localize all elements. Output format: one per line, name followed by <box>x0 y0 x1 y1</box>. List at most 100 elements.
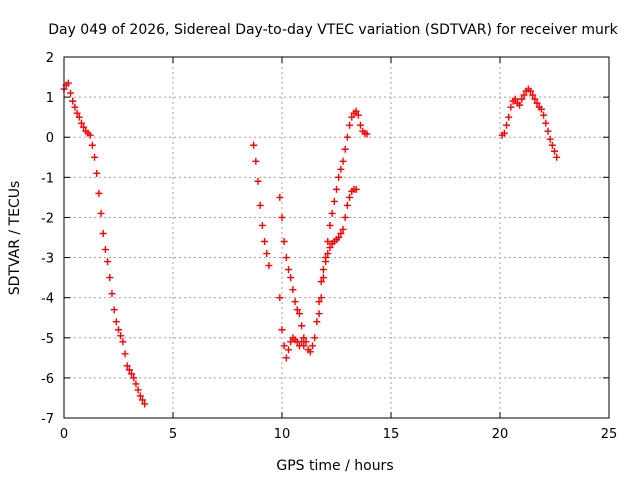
data-point <box>311 334 319 342</box>
data-point <box>511 95 519 103</box>
data-point <box>341 213 349 221</box>
data-point <box>138 396 146 404</box>
data-point <box>302 338 310 346</box>
data-point <box>520 91 528 99</box>
data-point <box>71 103 79 111</box>
data-point <box>263 250 271 258</box>
data-point <box>69 97 77 105</box>
x-tick-label: 15 <box>383 427 400 442</box>
data-point <box>295 342 303 350</box>
data-point <box>324 250 332 258</box>
data-point <box>309 342 317 350</box>
data-point <box>282 254 290 262</box>
data-point <box>278 213 286 221</box>
data-point <box>335 173 343 181</box>
data-point <box>75 113 83 121</box>
data-point <box>317 278 325 286</box>
data-point <box>346 193 354 201</box>
data-point <box>130 374 138 382</box>
data-point <box>280 342 288 350</box>
series-segment-5 <box>315 107 371 318</box>
data-point <box>319 266 327 274</box>
data-point <box>67 89 75 97</box>
chart-title: Day 049 of 2026, Sidereal Day-to-day VTE… <box>48 22 618 38</box>
data-point <box>101 246 109 254</box>
data-point <box>324 238 332 246</box>
series-segment-4 <box>276 185 360 362</box>
data-marks <box>60 79 561 408</box>
data-point <box>106 274 114 282</box>
data-point <box>104 258 112 266</box>
data-point <box>500 129 508 137</box>
data-point <box>256 201 264 209</box>
data-point <box>531 95 539 103</box>
y-tick-label: -4 <box>41 292 54 307</box>
data-point <box>544 127 552 135</box>
data-point <box>88 141 96 149</box>
data-point <box>335 234 343 241</box>
data-point <box>278 326 286 334</box>
data-point <box>352 185 360 193</box>
data-point <box>298 322 306 330</box>
data-point <box>258 221 266 229</box>
data-point <box>123 362 131 370</box>
data-point <box>125 366 133 374</box>
data-point <box>346 121 354 129</box>
data-point <box>553 153 561 161</box>
data-point <box>348 113 356 121</box>
data-point <box>265 262 273 270</box>
data-point <box>250 141 258 149</box>
data-point <box>317 294 325 302</box>
data-point <box>64 79 72 87</box>
data-point <box>542 119 550 127</box>
data-point <box>285 266 293 274</box>
data-point <box>117 332 125 340</box>
data-point <box>322 254 330 262</box>
series-segment-6 <box>498 85 561 161</box>
data-point <box>540 111 548 119</box>
data-point <box>141 400 149 408</box>
x-axis-label: GPS time / hours <box>276 458 393 474</box>
series-segment-1 <box>60 79 149 408</box>
series-segment-3 <box>276 193 308 350</box>
data-point <box>516 101 524 109</box>
data-point <box>291 298 299 306</box>
data-point <box>363 130 371 138</box>
data-point <box>128 370 136 378</box>
data-point <box>341 145 349 153</box>
data-point <box>132 380 140 388</box>
data-point <box>507 103 515 111</box>
data-point <box>315 298 323 306</box>
data-point <box>73 109 81 117</box>
data-point <box>356 121 364 129</box>
data-point <box>518 95 526 103</box>
data-point <box>537 105 545 113</box>
data-point <box>306 348 314 356</box>
y-tick-label: 1 <box>46 91 54 106</box>
data-point <box>136 392 144 400</box>
y-axis-label: SDTVAR / TECUs <box>7 181 23 296</box>
data-point <box>343 133 351 141</box>
data-point <box>254 177 262 185</box>
y-tick-label: -6 <box>41 372 54 387</box>
data-point <box>77 119 85 127</box>
data-point <box>110 306 118 314</box>
data-point <box>533 99 541 107</box>
y-tick-label: -1 <box>41 171 54 186</box>
data-point <box>99 229 107 237</box>
y-tick-label: -2 <box>41 211 54 226</box>
x-tick-label: 5 <box>169 427 177 442</box>
data-point <box>339 225 347 233</box>
data-point <box>280 238 288 246</box>
data-point <box>337 165 345 173</box>
data-point <box>300 334 308 342</box>
plot-frame <box>63 56 610 419</box>
data-point <box>339 157 347 165</box>
y-tick-label: -3 <box>41 252 54 267</box>
data-point <box>97 209 105 217</box>
data-point <box>80 123 88 131</box>
y-tick-label: 0 <box>46 131 54 146</box>
data-point <box>112 318 120 326</box>
